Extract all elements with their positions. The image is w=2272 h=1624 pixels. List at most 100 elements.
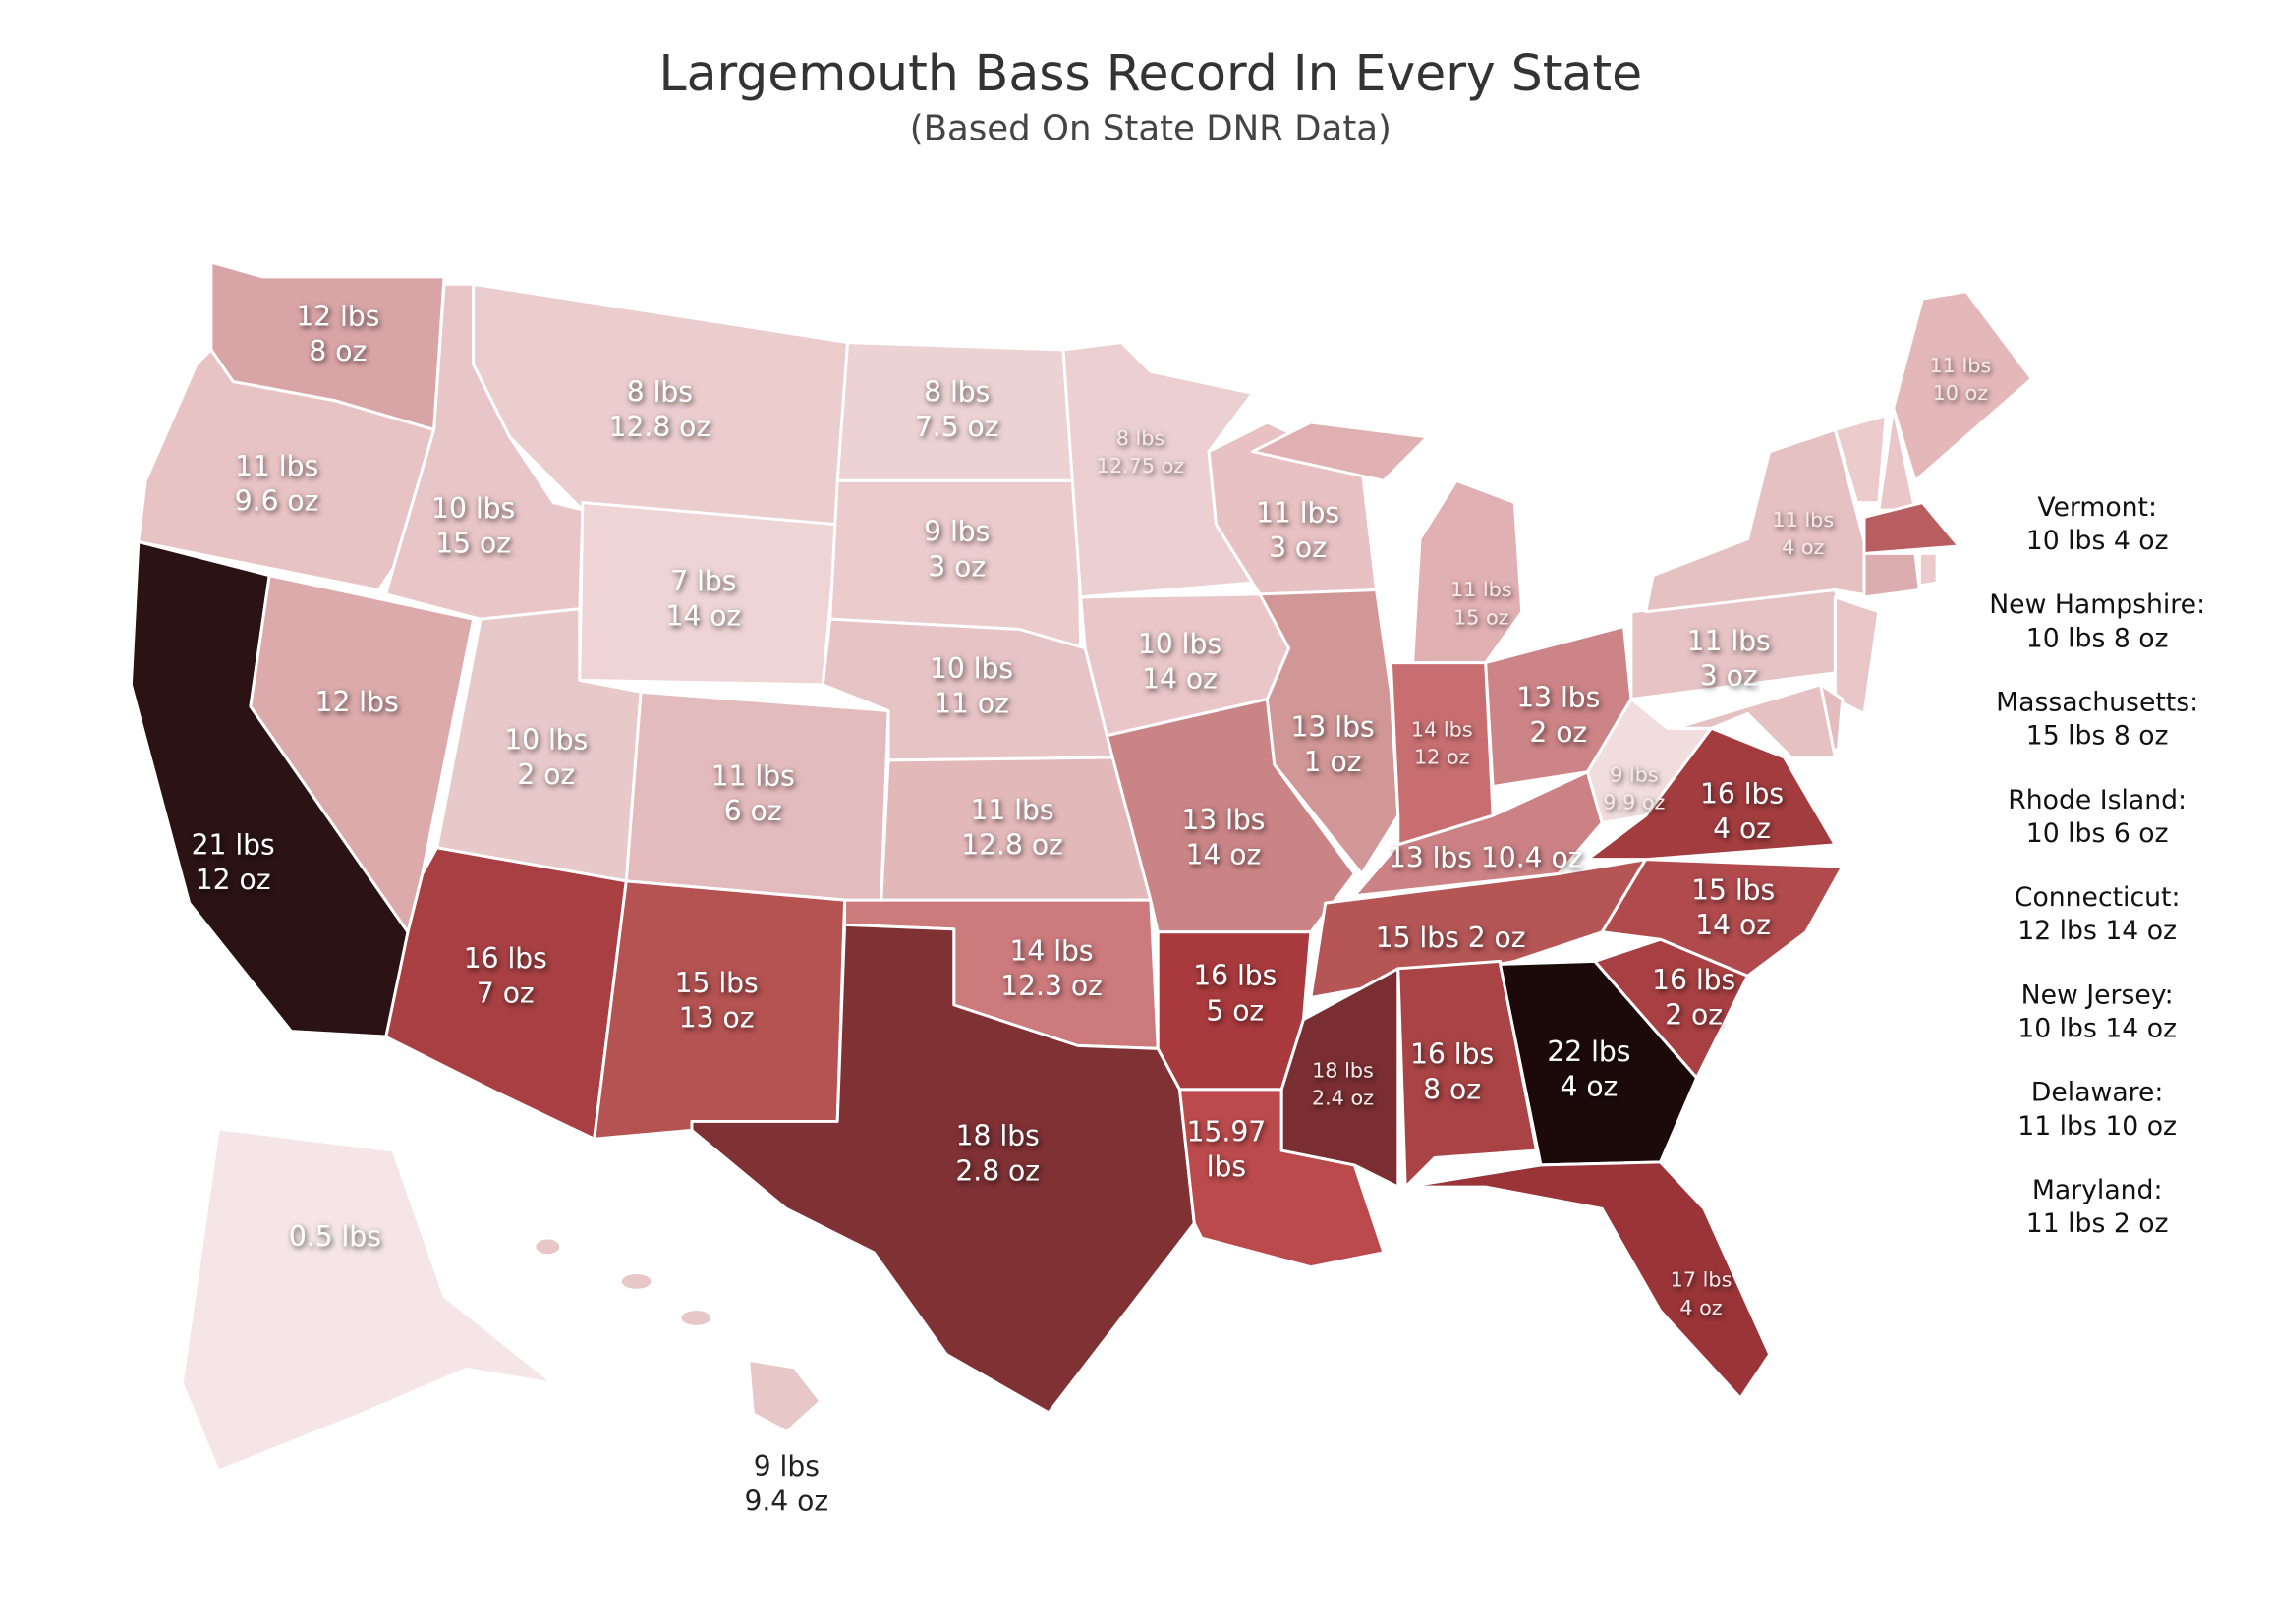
note-state: Vermont:: [2037, 492, 2157, 523]
state-label: 10 lbs: [930, 652, 1013, 685]
state-label: 11 lbs: [1450, 578, 1512, 601]
state-label: 2 oz: [1665, 999, 1723, 1032]
state-label: 10 lbs: [504, 724, 588, 756]
state: [1396, 959, 1539, 1189]
state-label: 10 lbs: [1138, 628, 1221, 660]
note-state: Massachusetts:: [1996, 687, 2198, 717]
state-label: 1 oz: [1304, 746, 1362, 778]
state-label: 8 oz: [1423, 1073, 1481, 1105]
state-label: 11 lbs: [711, 760, 795, 793]
state-label: 16 lbs: [464, 942, 547, 975]
side-notes: Vermont:10 lbs 4 oz New Hampshire:10 lbs …: [1989, 492, 2205, 1239]
state-label: 14 lbs: [1009, 935, 1093, 968]
state-label: 8 lbs: [627, 375, 693, 408]
state-label: 9.4 oz: [744, 1485, 828, 1518]
state-label: 16 lbs: [1700, 777, 1784, 810]
note-record: 10 lbs 4 oz: [2026, 526, 2169, 556]
state: [1862, 501, 1960, 555]
state: [1644, 427, 1881, 614]
state-label: 14 oz: [1142, 662, 1218, 695]
state: [180, 1127, 555, 1473]
state-label: 3 oz: [1269, 532, 1327, 564]
state-label: 13 lbs: [1291, 710, 1375, 743]
note-state: Rhode Island:: [2008, 785, 2187, 815]
note-state: Delaware:: [2031, 1078, 2164, 1108]
state: [1862, 551, 1921, 599]
state-label: 12.8 oz: [609, 411, 711, 443]
state-label: 2 oz: [1529, 716, 1587, 749]
state-label: 10 lbs: [431, 492, 515, 525]
state-label: 10 oz: [1933, 381, 1989, 405]
states: [129, 260, 2033, 1473]
state-label: 0.5 lbs: [289, 1220, 381, 1253]
note-record: 12 lbs 14 oz: [2017, 916, 2177, 946]
state-label: 18 lbs: [1312, 1058, 1374, 1082]
state: [1251, 420, 1429, 482]
state-label: 14 oz: [1186, 839, 1262, 871]
state-label: 9.9 oz: [1603, 791, 1665, 814]
state-label: 7.5 oz: [915, 411, 999, 443]
state-label: 15 lbs: [675, 967, 759, 999]
state-label: 11 lbs: [235, 450, 318, 482]
state-label: 13 lbs: [1181, 804, 1265, 836]
state: [1258, 588, 1400, 875]
state-label: 12.8 oz: [961, 828, 1063, 861]
state: [1403, 1160, 1772, 1400]
note-record: 11 lbs 2 oz: [2026, 1208, 2169, 1239]
note-state: New Hampshire:: [1989, 589, 2205, 620]
note-record: 10 lbs 8 oz: [2026, 623, 2169, 653]
state-label: 14 lbs: [1411, 718, 1473, 742]
state-label: 2.8 oz: [955, 1154, 1040, 1187]
state: [1917, 551, 1939, 588]
state-label: 15 lbs 2 oz: [1376, 922, 1526, 954]
note-state: Connecticut:: [2015, 882, 2181, 913]
state-label: 16 lbs: [1410, 1038, 1494, 1071]
state-label: 6 oz: [724, 795, 782, 827]
title: Largemouth Bass Record In Every State: [659, 44, 1643, 102]
state-label: 13 lbs: [1516, 682, 1600, 714]
state-label: 12 lbs: [296, 300, 379, 332]
state: [137, 348, 436, 591]
subtitle: (Based On State DNR Data): [910, 109, 1392, 149]
state-label: 2.4 oz: [1312, 1086, 1374, 1109]
state-label: 7 lbs: [670, 565, 736, 597]
state-label: 13 oz: [679, 1002, 755, 1035]
state-label: 15 oz: [435, 528, 511, 560]
state-label: 13 lbs 10.4 oz: [1389, 842, 1583, 874]
state-label: 8 lbs: [924, 375, 990, 408]
state-label: 21 lbs: [192, 828, 275, 861]
state-label: 9 lbs: [924, 516, 990, 548]
state-label: 11 oz: [934, 688, 1009, 720]
note-state: Maryland:: [2032, 1175, 2163, 1205]
state-label: 9.6 oz: [235, 485, 319, 518]
state-label: 12.75 oz: [1097, 454, 1185, 477]
state-label: 3 oz: [1700, 659, 1758, 692]
state-label: 18 lbs: [956, 1120, 1040, 1152]
state-label: 15 lbs: [1691, 873, 1775, 906]
state-label: 22 lbs: [1547, 1036, 1630, 1068]
state-label: 16 lbs: [1193, 960, 1277, 992]
state-label: 17 lbs: [1671, 1268, 1732, 1292]
note-record: 11 lbs 10 oz: [2017, 1111, 2177, 1142]
state-label: 4 oz: [1713, 812, 1771, 845]
note-state: New Jersey:: [2021, 980, 2174, 1010]
state: [1499, 959, 1699, 1167]
state: [690, 923, 1196, 1415]
state-label: 2 oz: [517, 758, 575, 791]
state-label: 12.3 oz: [1000, 970, 1103, 1002]
note-record: 15 lbs 8 oz: [2026, 721, 2169, 752]
state-label: lbs: [1207, 1150, 1246, 1183]
state-label: 11 lbs: [970, 794, 1053, 826]
state: [1892, 290, 2033, 482]
state-label: 4 oz: [1782, 535, 1824, 559]
state-label: 5 oz: [1206, 994, 1264, 1027]
state-label: 3 oz: [928, 550, 986, 583]
state-label: 16 lbs: [1652, 964, 1735, 996]
state-label: 11 lbs: [1256, 496, 1339, 529]
state: [1833, 595, 1881, 715]
state-label: 8 lbs: [1116, 426, 1165, 450]
state-label: 4 oz: [1679, 1296, 1722, 1319]
